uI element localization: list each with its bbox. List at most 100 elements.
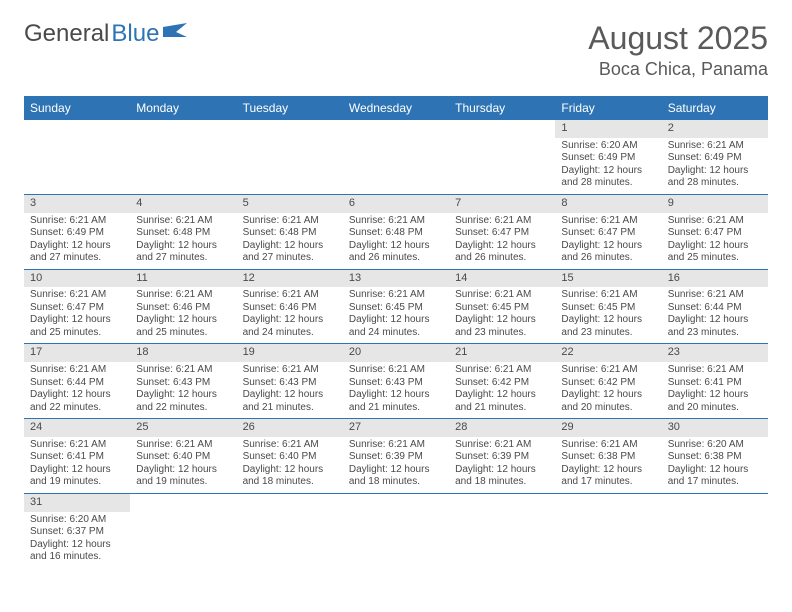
day-number: 22 [555,344,661,362]
day-body: Sunrise: 6:21 AMSunset: 6:45 PMDaylight:… [343,287,449,343]
day-number: 20 [343,344,449,362]
day-info-line: Sunrise: 6:21 AM [136,439,230,452]
day-info-line: Sunset: 6:45 PM [455,302,549,315]
day-body: Sunrise: 6:21 AMSunset: 6:41 PMDaylight:… [24,437,130,493]
day-body: Sunrise: 6:21 AMSunset: 6:49 PMDaylight:… [662,138,768,194]
day-info-line: and 27 minutes. [243,252,337,265]
calendar-day-cell: 4Sunrise: 6:21 AMSunset: 6:48 PMDaylight… [130,194,236,269]
day-number: 4 [130,195,236,213]
day-body: Sunrise: 6:21 AMSunset: 6:43 PMDaylight:… [343,362,449,418]
day-header: Saturday [662,96,768,120]
day-info-line: and 18 minutes. [455,476,549,489]
day-info-line: and 20 minutes. [668,402,762,415]
location-label: Boca Chica, Panama [588,59,768,80]
day-body: Sunrise: 6:20 AMSunset: 6:37 PMDaylight:… [24,512,130,568]
day-info-line: Sunrise: 6:21 AM [455,439,549,452]
calendar-week-row: 31Sunrise: 6:20 AMSunset: 6:37 PMDayligh… [24,493,768,567]
day-number: 29 [555,419,661,437]
day-info-line: Daylight: 12 hours [136,240,230,253]
day-number: 14 [449,270,555,288]
day-number: 1 [555,120,661,138]
day-info-line: Sunset: 6:42 PM [561,377,655,390]
calendar-week-row: 10Sunrise: 6:21 AMSunset: 6:47 PMDayligh… [24,269,768,344]
day-header: Sunday [24,96,130,120]
day-info-line: Sunrise: 6:21 AM [561,364,655,377]
day-body: Sunrise: 6:21 AMSunset: 6:49 PMDaylight:… [24,213,130,269]
calendar-day-cell: 23Sunrise: 6:21 AMSunset: 6:41 PMDayligh… [662,344,768,419]
day-info-line: Sunset: 6:38 PM [561,451,655,464]
calendar-empty-cell [449,120,555,194]
calendar-day-cell: 11Sunrise: 6:21 AMSunset: 6:46 PMDayligh… [130,269,236,344]
day-info-line: and 17 minutes. [668,476,762,489]
day-info-line: Daylight: 12 hours [136,464,230,477]
day-info-line: Sunrise: 6:21 AM [561,439,655,452]
day-info-line: Daylight: 12 hours [668,240,762,253]
day-number: 13 [343,270,449,288]
day-info-line: Sunrise: 6:21 AM [30,289,124,302]
day-body: Sunrise: 6:21 AMSunset: 6:43 PMDaylight:… [130,362,236,418]
day-info-line: Sunrise: 6:20 AM [668,439,762,452]
calendar-day-cell: 27Sunrise: 6:21 AMSunset: 6:39 PMDayligh… [343,419,449,494]
day-body: Sunrise: 6:21 AMSunset: 6:47 PMDaylight:… [555,213,661,269]
day-info-line: Sunrise: 6:21 AM [349,289,443,302]
day-info-line: Daylight: 12 hours [243,464,337,477]
day-body: Sunrise: 6:20 AMSunset: 6:38 PMDaylight:… [662,437,768,493]
day-info-line: Daylight: 12 hours [561,314,655,327]
calendar-week-row: 17Sunrise: 6:21 AMSunset: 6:44 PMDayligh… [24,344,768,419]
day-body: Sunrise: 6:21 AMSunset: 6:45 PMDaylight:… [555,287,661,343]
calendar-day-cell: 15Sunrise: 6:21 AMSunset: 6:45 PMDayligh… [555,269,661,344]
day-info-line: Sunset: 6:42 PM [455,377,549,390]
day-info-line: Daylight: 12 hours [30,240,124,253]
calendar-day-cell: 30Sunrise: 6:20 AMSunset: 6:38 PMDayligh… [662,419,768,494]
calendar-header-row: SundayMondayTuesdayWednesdayThursdayFrid… [24,96,768,120]
logo: GeneralBlue [24,20,189,48]
day-body: Sunrise: 6:21 AMSunset: 6:45 PMDaylight:… [449,287,555,343]
day-info-line: Daylight: 12 hours [668,464,762,477]
day-header: Monday [130,96,236,120]
calendar-day-cell: 9Sunrise: 6:21 AMSunset: 6:47 PMDaylight… [662,194,768,269]
day-number: 10 [24,270,130,288]
day-info-line: Sunset: 6:48 PM [349,227,443,240]
day-info-line: and 22 minutes. [136,402,230,415]
day-info-line: Sunset: 6:47 PM [668,227,762,240]
day-info-line: Sunset: 6:46 PM [243,302,337,315]
day-body: Sunrise: 6:21 AMSunset: 6:48 PMDaylight:… [343,213,449,269]
day-info-line: Daylight: 12 hours [349,464,443,477]
day-info-line: Sunset: 6:47 PM [561,227,655,240]
day-info-line: Sunrise: 6:21 AM [349,364,443,377]
header: GeneralBlue August 2025 Boca Chica, Pana… [24,20,768,80]
day-info-line: Sunrise: 6:21 AM [30,364,124,377]
logo-text-2: Blue [111,20,159,48]
day-body: Sunrise: 6:21 AMSunset: 6:39 PMDaylight:… [449,437,555,493]
day-info-line: Daylight: 12 hours [349,240,443,253]
day-info-line: and 23 minutes. [561,327,655,340]
day-info-line: Sunrise: 6:21 AM [136,289,230,302]
day-number: 23 [662,344,768,362]
day-info-line: Sunset: 6:39 PM [455,451,549,464]
day-info-line: Sunset: 6:43 PM [136,377,230,390]
calendar-day-cell: 16Sunrise: 6:21 AMSunset: 6:44 PMDayligh… [662,269,768,344]
calendar-day-cell: 13Sunrise: 6:21 AMSunset: 6:45 PMDayligh… [343,269,449,344]
day-info-line: Daylight: 12 hours [455,314,549,327]
day-info-line: Sunset: 6:39 PM [349,451,443,464]
day-info-line: Sunrise: 6:21 AM [243,215,337,228]
day-number: 2 [662,120,768,138]
day-info-line: Daylight: 12 hours [455,389,549,402]
day-info-line: and 27 minutes. [136,252,230,265]
day-body: Sunrise: 6:21 AMSunset: 6:44 PMDaylight:… [24,362,130,418]
day-info-line: Daylight: 12 hours [561,240,655,253]
day-info-line: Daylight: 12 hours [668,389,762,402]
day-number: 18 [130,344,236,362]
calendar-day-cell: 31Sunrise: 6:20 AMSunset: 6:37 PMDayligh… [24,493,130,567]
day-info-line: Sunrise: 6:21 AM [30,439,124,452]
calendar-empty-cell [24,120,130,194]
day-info-line: and 27 minutes. [30,252,124,265]
day-info-line: and 17 minutes. [561,476,655,489]
day-info-line: Daylight: 12 hours [30,389,124,402]
day-info-line: Sunrise: 6:21 AM [455,364,549,377]
day-info-line: Sunrise: 6:21 AM [668,289,762,302]
day-body: Sunrise: 6:21 AMSunset: 6:43 PMDaylight:… [237,362,343,418]
day-info-line: Daylight: 12 hours [561,389,655,402]
calendar-day-cell: 3Sunrise: 6:21 AMSunset: 6:49 PMDaylight… [24,194,130,269]
calendar-empty-cell [130,120,236,194]
